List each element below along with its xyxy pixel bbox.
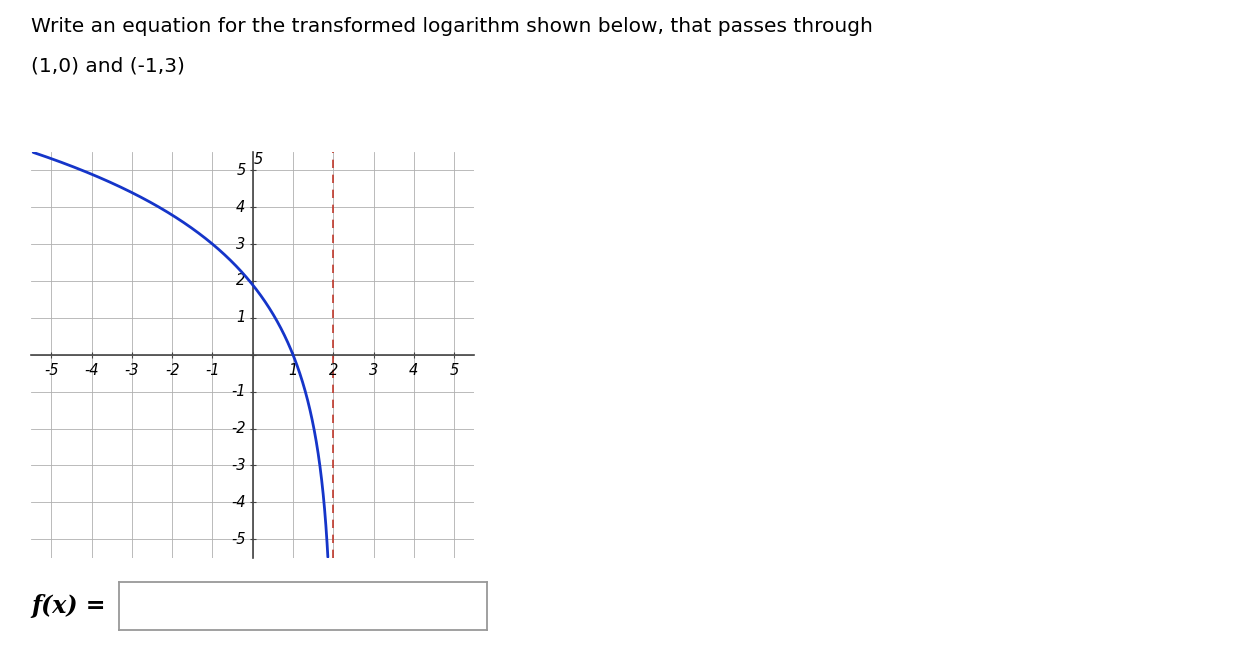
Text: (1,0) and (-1,3): (1,0) and (-1,3) (31, 56, 185, 75)
Text: -5: -5 (231, 532, 246, 546)
Text: 1: 1 (236, 310, 246, 325)
Text: 3: 3 (369, 363, 378, 378)
Text: -2: -2 (165, 363, 180, 378)
Text: 1: 1 (288, 363, 297, 378)
Text: -1: -1 (205, 363, 220, 378)
Text: 5: 5 (449, 363, 459, 378)
Text: -3: -3 (125, 363, 139, 378)
Text: 5: 5 (236, 163, 246, 178)
Text: 3: 3 (236, 236, 246, 251)
Text: 4: 4 (409, 363, 418, 378)
Text: -2: -2 (231, 421, 246, 436)
Text: -1: -1 (231, 384, 246, 399)
Text: 5: 5 (255, 152, 263, 166)
Text: 2: 2 (236, 273, 246, 288)
Text: 4: 4 (236, 199, 246, 214)
Text: -4: -4 (85, 363, 99, 378)
Text: -3: -3 (231, 458, 246, 473)
Text: f(x) =: f(x) = (31, 594, 106, 618)
Text: Write an equation for the transformed logarithm shown below, that passes through: Write an equation for the transformed lo… (31, 16, 874, 36)
Text: 2: 2 (328, 363, 338, 378)
Text: -4: -4 (231, 495, 246, 510)
Text: -5: -5 (44, 363, 59, 378)
